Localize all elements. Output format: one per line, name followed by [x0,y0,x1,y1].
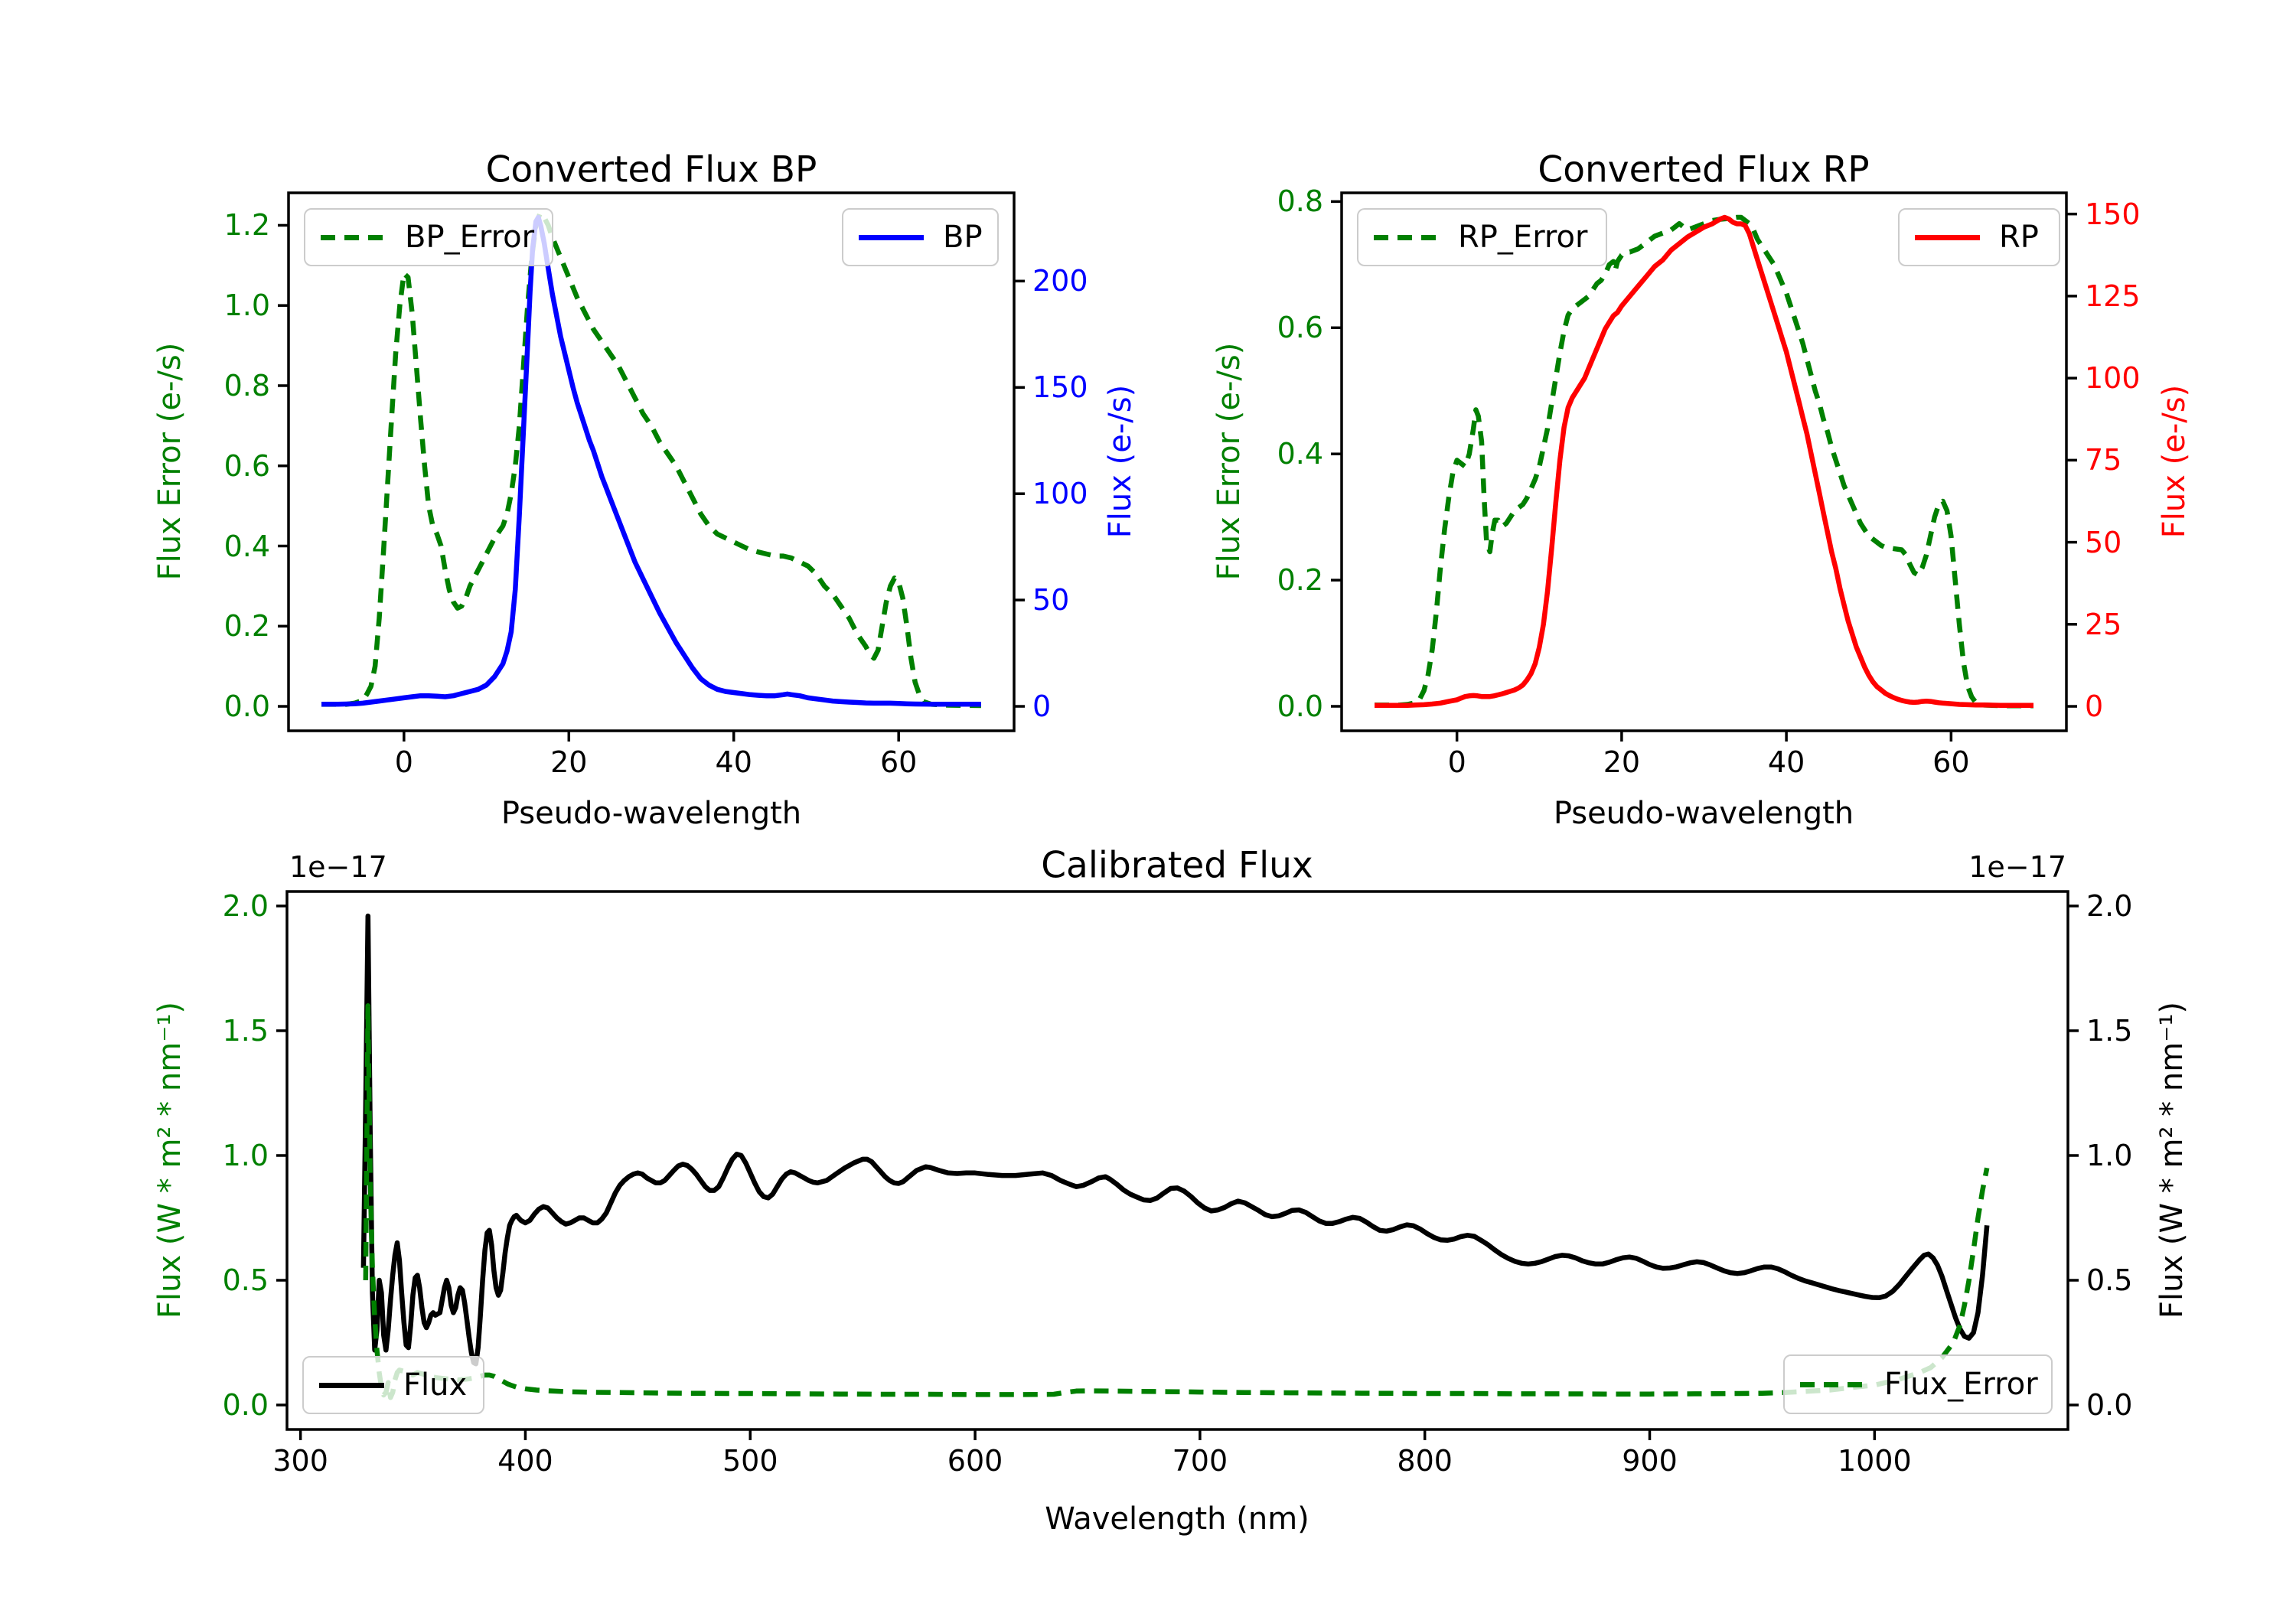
ylabel-rp-flux: Flux (e-/s) [2157,384,2192,539]
legend-label: Flux_Error [1884,1367,2038,1402]
tick-label: 0.5 [222,1263,269,1297]
tick-label: 0 [2085,689,2104,724]
legend-solid-line-sample [319,1382,384,1388]
tick-label: 25 [2085,607,2122,641]
tick-label: 800 [1397,1444,1453,1478]
tick-label: 1000 [1837,1444,1912,1478]
axes-spines [287,191,1016,732]
tick-label: 1.5 [222,1013,269,1048]
tick-label: 0.2 [1277,563,1323,598]
tick-label: 150 [1032,370,1088,405]
tick-label: 1.5 [2086,1013,2133,1048]
legend-flux-error: Flux_Error [1783,1354,2053,1414]
legend-label: BP [943,220,983,255]
tick-label: 900 [1622,1444,1678,1478]
legend-bp-error: BP_Error [304,208,553,266]
series-line-BP_Error [321,210,981,709]
tick-label: 1.0 [2086,1138,2133,1172]
tick-label: 0.4 [223,529,270,563]
tick-label: 2.0 [222,888,269,923]
tick-label: 0.2 [223,609,270,644]
ylabel-cal-flux-right: Flux (W * m² * nm⁻¹) [2154,1002,2190,1319]
tick-label: 100 [2085,361,2141,396]
tick-label: 600 [947,1444,1003,1478]
legend-bp: BP [842,208,999,266]
chart-title-calibrated: Calibrated Flux [1041,844,1313,887]
tick-label: 1.0 [222,1138,269,1172]
ylabel-cal-flux-left: Flux (W * m² * nm⁻¹) [152,1002,188,1319]
tick-label: 0.0 [2086,1388,2133,1423]
legend-rp-error: RP_Error [1357,208,1607,266]
tick-label: 0.0 [1277,689,1323,723]
tick-label: 0.8 [1277,184,1323,219]
tick-label: 40 [1767,745,1805,779]
series-line-Flux [360,913,1990,1367]
tick-label: 50 [2085,525,2122,559]
tick-label: 500 [722,1444,778,1478]
legend-label: RP_Error [1458,220,1588,255]
tick-label: 0 [1447,745,1466,779]
chart-title-rp: Converted Flux RP [1538,148,1870,191]
series-line-BP [321,214,981,707]
series-line-RP_Error [1375,214,2033,709]
ylabel-bp-flux: Flux (e-/s) [1103,384,1138,539]
tick-label: 1.0 [223,288,270,323]
tick-label: 300 [272,1444,328,1478]
tick-label: 0 [394,745,413,779]
tick-label: 100 [1032,477,1088,511]
legend-solid-line-sample [1915,234,1980,240]
tick-label: 75 [2085,443,2122,478]
legend-label: RP [1999,220,2039,255]
tick-label: 0.0 [223,689,270,724]
tick-label: 0.6 [223,448,270,483]
legend-solid-line-sample [859,234,924,240]
legend-label: BP_Error [405,220,535,255]
tick-label: 0.5 [2086,1263,2133,1297]
xlabel-bp: Pseudo-wavelength [501,796,802,831]
tick-label: 700 [1172,1444,1228,1478]
tick-label: 0.4 [1277,437,1323,471]
axes-spines [1340,191,2068,732]
legend-dashed-line-sample [1800,1381,1865,1387]
axis-offset-text-left: 1e−17 [289,850,387,884]
tick-label: 50 [1032,583,1070,618]
tick-label: 0.6 [1277,311,1323,345]
tick-label: 60 [1932,745,1970,779]
tick-label: 125 [2085,279,2141,313]
legend-label: Flux [403,1367,468,1403]
tick-label: 1.2 [223,208,270,243]
tick-label: 0 [1032,689,1052,724]
tick-label: 20 [550,745,588,779]
tick-label: 200 [1032,264,1088,298]
tick-label: 0.0 [222,1388,269,1423]
legend-dashed-line-sample [321,234,386,240]
tick-label: 150 [2085,197,2141,231]
ylabel-bp-flux-error: Flux Error (e-/s) [152,342,188,581]
tick-label: 40 [715,745,752,779]
legend-dashed-line-sample [1374,234,1439,240]
tick-label: 400 [497,1444,553,1478]
legend-flux: Flux [302,1356,484,1414]
xlabel-calibrated: Wavelength (nm) [1045,1501,1309,1537]
series-line-RP [1375,214,2033,709]
tick-label: 60 [879,745,918,779]
tick-label: 20 [1603,745,1641,779]
chart-title-bp: Converted Flux BP [485,148,817,191]
axis-offset-text-right: 1e−17 [1968,850,2066,884]
tick-label: 0.8 [223,368,270,403]
axes-spines [285,890,2069,1431]
legend-rp: RP [1898,208,2060,266]
xlabel-rp: Pseudo-wavelength [1553,796,1854,831]
tick-label: 2.0 [2086,888,2133,923]
ylabel-rp-flux-error: Flux Error (e-/s) [1212,342,1247,581]
